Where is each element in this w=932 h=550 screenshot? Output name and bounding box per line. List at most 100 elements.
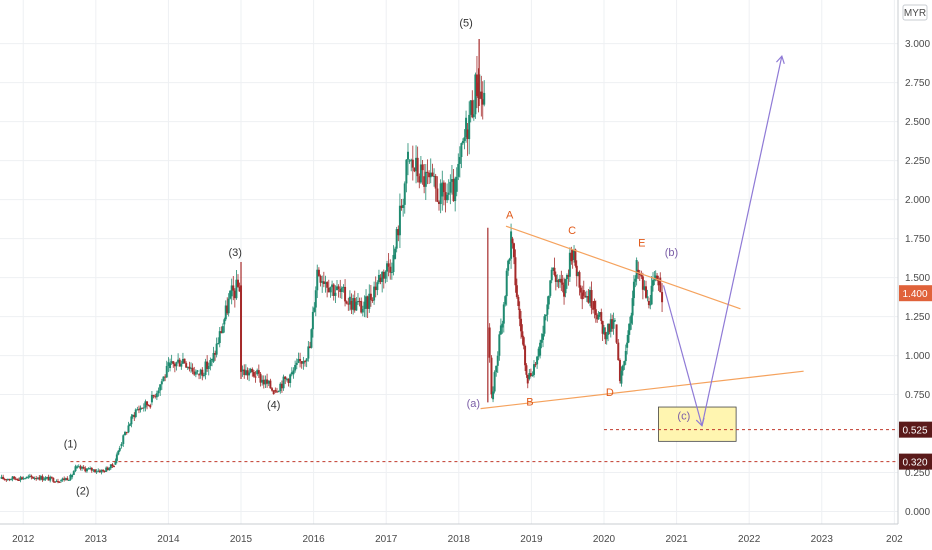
level-badge — [899, 421, 932, 438]
candle-body — [611, 319, 614, 329]
candle-body — [307, 346, 310, 359]
candle-body — [561, 282, 564, 285]
candle-body — [28, 475, 31, 477]
candle-body — [114, 460, 117, 465]
x-tick-label: 2017 — [375, 534, 398, 545]
candle-body — [336, 286, 339, 291]
candle-body — [584, 295, 587, 298]
candle-body — [419, 164, 422, 183]
candle-body — [67, 479, 70, 481]
candle-body — [460, 143, 463, 158]
candle-body — [25, 476, 28, 479]
candle-body — [496, 355, 499, 366]
candle-body — [295, 362, 298, 365]
candle-body — [345, 301, 348, 304]
candle-body — [69, 474, 72, 480]
candle-body — [365, 296, 368, 309]
wave-label: (2) — [76, 485, 89, 497]
candle-body — [332, 284, 335, 296]
candle-body — [266, 379, 269, 384]
candle-body — [251, 368, 254, 373]
candle-body — [510, 231, 513, 259]
candle-body — [267, 380, 270, 384]
candle-body — [122, 435, 125, 444]
candle-body — [505, 270, 508, 297]
candle-body — [647, 300, 650, 306]
candle-body — [560, 278, 563, 283]
candle-body — [169, 363, 172, 369]
candle-body — [64, 478, 67, 480]
last-price-badge — [899, 285, 932, 302]
candle-body — [72, 471, 75, 475]
candle-body — [186, 366, 189, 368]
candle-body — [659, 277, 662, 293]
candle-body — [520, 318, 523, 332]
candle-body — [581, 292, 584, 300]
candle-body — [608, 323, 611, 332]
candle-body — [361, 309, 364, 313]
candle-body — [537, 348, 540, 357]
candle-body — [517, 296, 520, 306]
candle-body — [81, 466, 84, 469]
candle-body — [474, 74, 477, 115]
candle-body — [564, 279, 567, 294]
candle-body — [47, 477, 50, 481]
candle-body — [436, 188, 439, 202]
candle-body — [344, 286, 347, 302]
candle-body — [384, 271, 387, 279]
candle-body — [640, 275, 643, 277]
candle-body — [261, 379, 264, 383]
candle-body — [38, 477, 41, 480]
candle-body — [233, 290, 236, 299]
candle-body — [294, 364, 297, 371]
candle-body — [618, 360, 621, 382]
candle-body — [602, 327, 605, 334]
wave-label: (5) — [459, 18, 472, 30]
candle-body — [181, 358, 184, 364]
wave-label: (1) — [64, 439, 77, 451]
candle-body — [24, 478, 27, 480]
candle-body — [571, 249, 574, 260]
candle-body — [262, 379, 265, 385]
candle-body — [342, 286, 345, 288]
candle-body — [235, 279, 238, 299]
candle-body — [289, 374, 292, 383]
x-tick-label: 2016 — [302, 534, 325, 545]
candle-body — [71, 474, 74, 478]
level-badge-label: 0.525 — [902, 426, 927, 437]
candle-body — [232, 285, 235, 291]
candle-body — [32, 477, 35, 479]
y-tick-label: 2.750 — [905, 78, 930, 89]
candle-body — [615, 324, 618, 343]
candle-body — [210, 358, 213, 361]
candle-body — [358, 301, 361, 303]
candle-body — [227, 298, 230, 314]
candle-body — [252, 372, 255, 377]
candle-body — [395, 229, 398, 249]
candle-body — [650, 285, 653, 305]
candle-body — [390, 272, 393, 274]
candle-body — [236, 279, 239, 287]
candle-body — [290, 372, 293, 375]
candle-body — [42, 479, 45, 481]
candle-body — [543, 316, 546, 334]
candle-body — [108, 468, 111, 471]
candle-body — [331, 284, 334, 288]
candle-body — [450, 179, 453, 182]
candle-body — [249, 368, 252, 373]
price-series — [0, 38, 664, 484]
candle-body — [493, 372, 496, 392]
candle-body — [3, 479, 6, 481]
candle-body — [392, 254, 395, 273]
candle-body — [398, 205, 401, 236]
candle-body — [257, 370, 260, 374]
candle-body — [421, 164, 424, 171]
candle-body — [44, 477, 47, 480]
candle-body — [302, 361, 305, 364]
candle-body — [536, 356, 539, 365]
candle-body — [539, 342, 542, 356]
candle-body — [167, 362, 170, 366]
candle-body — [10, 479, 13, 481]
candle-body — [544, 314, 547, 317]
